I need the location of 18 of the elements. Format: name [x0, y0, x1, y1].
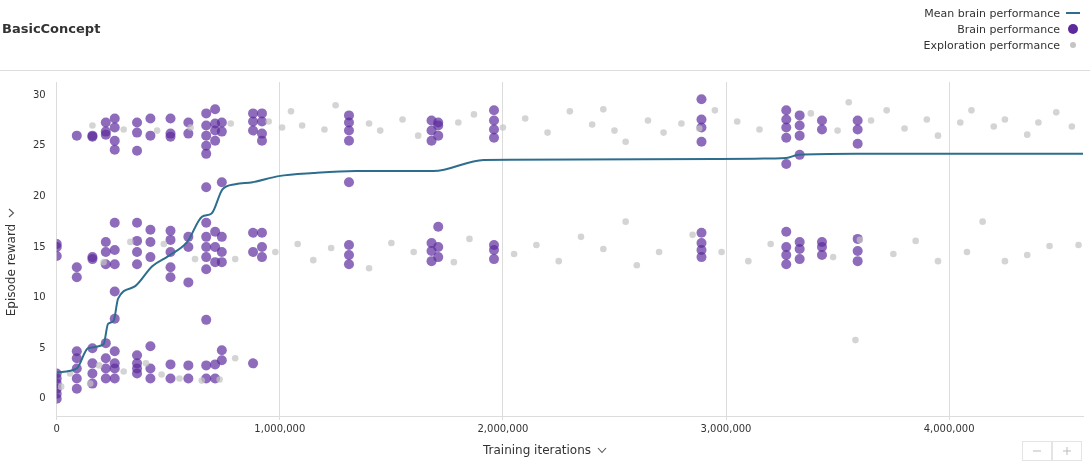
y-tick-label: 30 — [32, 88, 46, 100]
chart-title: BasicConcept — [2, 21, 101, 36]
y-tick-label: 10 — [32, 291, 46, 303]
y-tick-label: 5 — [39, 341, 46, 353]
x-tick-label: 2,000,000 — [477, 422, 529, 434]
x-tick-label: 4,000,000 — [923, 422, 975, 434]
y-axis-title: Episode reward — [4, 223, 18, 317]
y-tick-label: 20 — [32, 189, 46, 201]
y-tick-label: 0 — [39, 392, 46, 404]
y-tick-label: 15 — [32, 240, 46, 252]
x-tick-label: 1,000,000 — [254, 422, 306, 434]
x-tick-label: 0 — [53, 422, 60, 434]
x-tick-label: 3,000,000 — [700, 422, 752, 434]
x-axis-title: Training iterations — [482, 443, 592, 457]
legend-label: Brain performance — [957, 22, 1060, 36]
legend-label: Mean brain performance — [924, 6, 1060, 20]
legend-label: Exploration performance — [923, 38, 1060, 52]
y-tick-label: 25 — [32, 139, 46, 151]
